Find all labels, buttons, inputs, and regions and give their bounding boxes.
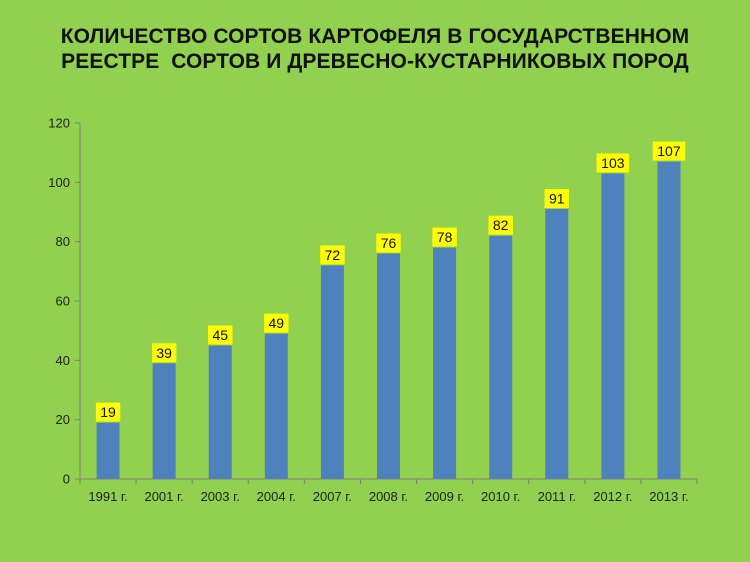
bar <box>208 345 232 479</box>
data-label-box <box>264 313 289 333</box>
x-tick-label: 2013 г. <box>649 489 688 504</box>
bars <box>96 161 681 480</box>
x-tick-label: 2007 г. <box>313 489 352 504</box>
data-label: 107 <box>652 141 686 161</box>
bar <box>545 209 569 480</box>
bar <box>152 363 176 479</box>
data-label-text: 39 <box>156 345 172 361</box>
y-tick-label: 100 <box>48 175 70 190</box>
data-label-box <box>320 245 345 265</box>
x-tick-label: 2001 г. <box>144 489 183 504</box>
bar <box>657 161 681 480</box>
x-tick-label: 2012 г. <box>593 489 632 504</box>
data-label: 49 <box>264 313 289 333</box>
x-tick-label: 2009 г. <box>425 489 464 504</box>
x-tick-label: 2008 г. <box>369 489 408 504</box>
data-label-box <box>544 189 569 209</box>
bar <box>264 333 288 479</box>
bar <box>377 253 400 479</box>
y-axis: 0 20 40 60 80 100 120 <box>48 116 81 487</box>
data-label: 39 <box>151 343 177 363</box>
data-label-text: 45 <box>212 327 228 343</box>
data-labels: 19 39 45 49 72 76 78 82 91 103 107 <box>95 141 686 422</box>
y-tick-label: 120 <box>48 116 70 131</box>
y-tick-label: 60 <box>56 294 70 309</box>
y-tick-label: 0 <box>63 472 70 487</box>
x-tick-label: 2010 г. <box>481 489 520 504</box>
x-axis: 1991 г. 2001 г. 2003 г. 2004 г. 2007 г. 2008 … <box>79 478 698 504</box>
data-label: 78 <box>432 227 457 247</box>
data-label-text: 107 <box>657 143 681 159</box>
data-label-box <box>432 227 457 247</box>
y-tick-label: 40 <box>56 353 70 368</box>
data-label-box <box>95 402 121 422</box>
data-label-box <box>376 233 401 253</box>
chart-title-line-2: РЕЕСТРЕ СОРТОВ И ДРЕВЕСНО-КУСТАРНИКОВЫХ … <box>61 50 689 73</box>
bar <box>601 173 625 479</box>
data-label: 45 <box>208 325 233 345</box>
chart-title-line-1: КОЛИЧЕСТВО СОРТОВ КАРТОФЕЛЯ В ГОСУДАРСТВ… <box>60 25 690 48</box>
data-label-text: 82 <box>493 217 509 233</box>
data-label-text: 103 <box>601 155 625 171</box>
data-label-box <box>151 343 177 363</box>
data-label-text: 49 <box>269 315 285 331</box>
data-label: 19 <box>95 402 121 422</box>
data-label-box <box>596 153 630 173</box>
data-label-text: 72 <box>325 247 341 263</box>
bar <box>489 235 513 479</box>
data-label-text: 78 <box>437 229 453 245</box>
data-label: 91 <box>544 189 569 209</box>
data-label: 76 <box>376 233 401 253</box>
bar <box>320 265 344 479</box>
data-label-box <box>208 325 233 345</box>
data-label-text: 19 <box>100 404 116 420</box>
data-label: 72 <box>320 245 345 265</box>
x-tick-label: 2003 г. <box>201 489 240 504</box>
data-label: 82 <box>488 215 513 235</box>
y-tick-label: 20 <box>56 412 70 427</box>
data-label: 103 <box>596 153 630 173</box>
data-label-box <box>488 215 513 235</box>
chart-title: КОЛИЧЕСТВО СОРТОВ КАРТОФЕЛЯ В ГОСУДАРСТВ… <box>0 24 750 74</box>
y-tick-label: 80 <box>56 234 70 249</box>
data-label-text: 91 <box>549 191 565 207</box>
bar <box>96 422 120 479</box>
data-label-box <box>652 141 686 161</box>
data-label-text: 76 <box>381 235 397 251</box>
x-tick-label: 2004 г. <box>257 489 296 504</box>
x-tick-label: 2011 г. <box>538 489 576 504</box>
bar <box>433 247 457 479</box>
x-tick-label: 1991 г. <box>88 489 127 504</box>
